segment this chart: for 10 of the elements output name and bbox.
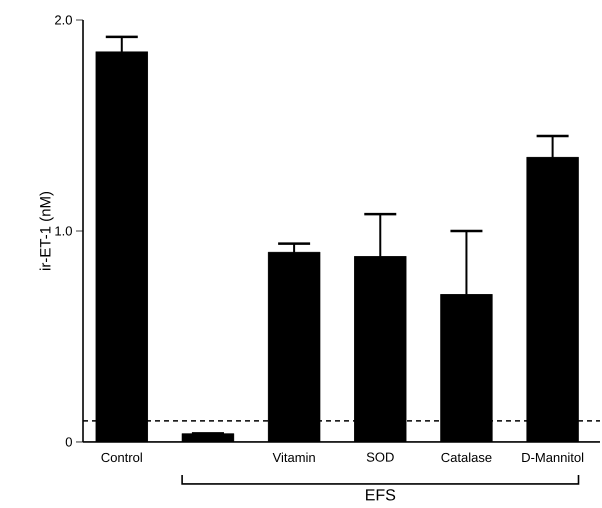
x-tick-label: D-Mannitol: [522, 452, 584, 462]
y-axis-title: ir-ET-1 (nM): [40, 192, 54, 270]
text: EFS: [366, 489, 396, 501]
x-tick-label: Vitamin: [272, 452, 315, 462]
y-tick-label: 1.0: [55, 226, 72, 236]
x-tick-label: SOD: [366, 452, 394, 462]
x-tick-label: Control: [101, 452, 142, 462]
x-tick-label: Catalase: [441, 452, 492, 462]
y-tick-label: 2.0: [55, 15, 72, 25]
y-tick-label: 0: [66, 437, 72, 447]
